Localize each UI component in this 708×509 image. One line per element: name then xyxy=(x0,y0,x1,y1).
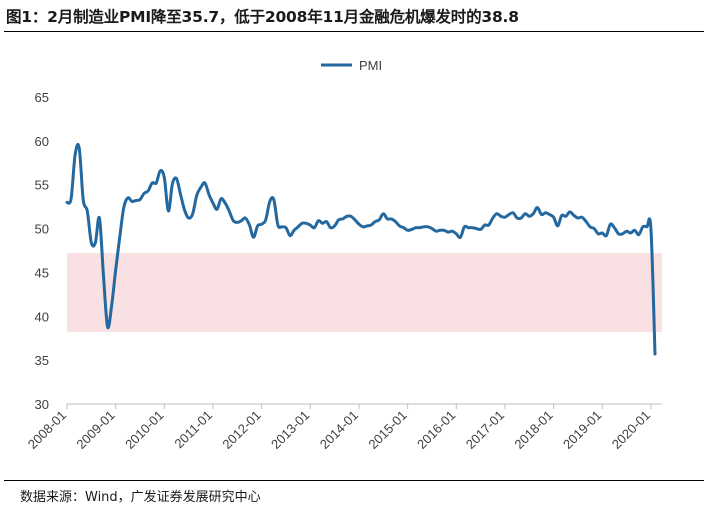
x-tick-label-2020-01: 2020-01 xyxy=(609,408,653,452)
y-axis-tick-labels: 30 35 40 45 50 55 60 65 xyxy=(35,90,49,412)
y-tick-label-45: 45 xyxy=(35,265,49,280)
x-tick-label-2019-01: 2019-01 xyxy=(560,408,604,452)
y-tick-label-60: 60 xyxy=(35,134,49,149)
legend-label-pmi: PMI xyxy=(359,58,382,73)
x-tick-label-2010-01: 2010-01 xyxy=(122,408,166,452)
pmi-line-chart: PMI 30 35 40 45 50 55 60 65 2008-01 2009-01 2010-… xyxy=(25,58,662,452)
y-tick-label-55: 55 xyxy=(35,178,49,193)
x-tick-label-2017-01: 2017-01 xyxy=(463,408,507,452)
x-tick-label-2016-01: 2016-01 xyxy=(414,408,458,452)
y-tick-label-40: 40 xyxy=(35,309,49,324)
x-axis-tick-labels: 2008-01 2009-01 2010-01 2011-01 2012-01 2013-… xyxy=(25,408,653,452)
series-line-pmi xyxy=(65,143,657,356)
chart-legend: PMI xyxy=(321,58,382,73)
x-tick-label-2008-01: 2008-01 xyxy=(25,408,69,452)
source-note: 数据来源：Wind，广发证券发展研究中心 xyxy=(20,490,261,505)
shaded-band-layer xyxy=(67,253,662,333)
x-tick-label-2015-01: 2015-01 xyxy=(365,408,409,452)
series-layer xyxy=(65,143,657,356)
x-tick-label-2018-01: 2018-01 xyxy=(511,408,555,452)
title-divider xyxy=(4,31,704,32)
footer-divider xyxy=(4,480,704,481)
y-tick-label-50: 50 xyxy=(35,222,49,237)
x-tick-label-2013-01: 2013-01 xyxy=(268,408,312,452)
x-tick-label-2014-01: 2014-01 xyxy=(317,408,361,452)
x-tick-label-2009-01: 2009-01 xyxy=(73,408,117,452)
y-tick-label-35: 35 xyxy=(35,353,49,368)
y-tick-label-30: 30 xyxy=(35,397,49,412)
figure-title: 图1：2月制造业PMI降至35.7，低于2008年11月金融危机爆发时的38.8 xyxy=(6,8,519,26)
x-tick-label-2011-01: 2011-01 xyxy=(171,408,215,452)
x-axis xyxy=(66,403,662,409)
shaded-band xyxy=(67,253,662,333)
x-tick-label-2012-01: 2012-01 xyxy=(219,408,263,452)
y-tick-label-65: 65 xyxy=(35,90,49,105)
